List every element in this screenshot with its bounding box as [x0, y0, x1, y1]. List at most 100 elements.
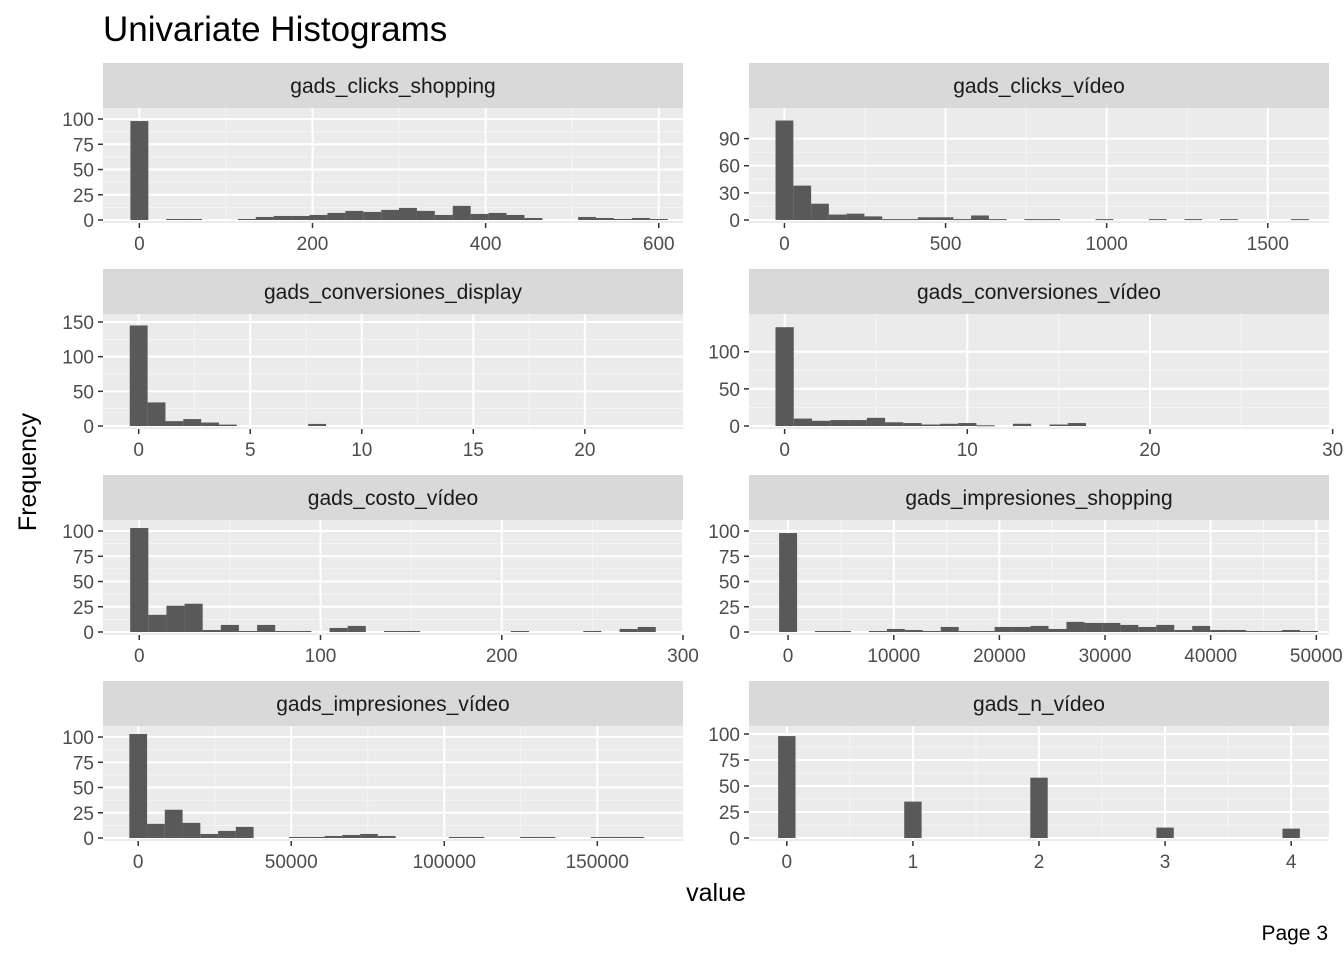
facet-strip-label: gads_clicks_shopping — [290, 75, 495, 98]
histogram-bar — [830, 420, 849, 426]
histogram-bar — [904, 629, 923, 632]
histogram-bar — [200, 833, 219, 838]
x-tick-label: 2 — [1034, 852, 1045, 873]
histogram-bar — [129, 325, 148, 426]
histogram-bar — [289, 836, 307, 838]
histogram-bar — [848, 420, 867, 426]
y-tick-label: 0 — [729, 623, 740, 644]
x-tick-label: 200 — [486, 646, 518, 667]
histogram-bar — [184, 603, 203, 632]
histogram-bar — [1246, 630, 1265, 632]
histogram-bar — [886, 628, 905, 632]
histogram-bar — [904, 801, 922, 838]
histogram-bar — [488, 212, 507, 220]
facet-panel: gads_n_vídeo 0 25 50 75 100 0 1 2 3 4 — [708, 681, 1329, 873]
histogram-bar — [238, 630, 258, 632]
histogram-bar — [775, 120, 794, 220]
y-tick-label: 75 — [73, 547, 94, 568]
histogram-bar — [363, 211, 382, 220]
histogram-bar — [953, 219, 972, 221]
histogram-bar — [1264, 630, 1282, 632]
histogram-bar — [596, 217, 614, 220]
x-tick-label: 100000 — [413, 852, 476, 873]
histogram-bar — [590, 836, 609, 838]
y-tick-label: 100 — [62, 522, 94, 543]
histogram-bar — [347, 625, 366, 632]
y-tick-label: 60 — [719, 157, 740, 178]
histogram-bar — [1228, 629, 1247, 632]
histogram-bar — [1210, 629, 1229, 632]
histogram-bar — [470, 213, 489, 220]
y-tick-label: 75 — [719, 547, 740, 568]
histogram-bar — [583, 630, 602, 632]
plot-background — [749, 314, 1329, 429]
histogram-bar — [1066, 621, 1085, 632]
histogram-bar — [921, 424, 940, 426]
facet-panel: gads_impresiones_shopping 0 25 50 75 100 0 1000… — [708, 475, 1343, 667]
histogram-bar — [402, 630, 421, 632]
x-tick-label: 0 — [783, 646, 794, 667]
facet-strip — [749, 681, 1329, 726]
y-tick-label: 50 — [719, 777, 740, 798]
histogram-bar — [327, 212, 346, 220]
histogram-bar — [1102, 622, 1121, 632]
histogram-bar — [1067, 423, 1087, 426]
histogram-bar — [866, 417, 886, 426]
x-tick-label: 50000 — [1290, 646, 1343, 667]
facet-panel: gads_impresiones_vídeo 0 25 50 75 100 0 50000 10… — [62, 681, 683, 873]
x-tick-label: 500 — [930, 234, 962, 255]
histogram-bar — [846, 213, 865, 220]
x-tick-label: 20 — [1139, 440, 1160, 461]
x-tick-label: 0 — [133, 852, 144, 873]
histogram-bar — [1049, 424, 1068, 426]
histogram-bar — [868, 630, 887, 632]
x-tick-label: 15 — [463, 440, 484, 461]
x-tick-label: 30 — [1322, 440, 1343, 461]
x-tick-label: 0 — [782, 852, 793, 873]
facet-strip — [103, 681, 683, 726]
histogram-bar — [1156, 624, 1175, 632]
histogram-bar — [130, 528, 149, 632]
histogram-bar — [148, 614, 167, 632]
page-number: Page 3 — [1261, 922, 1328, 945]
histogram-bar — [342, 834, 361, 838]
facet-strip — [749, 63, 1329, 108]
histogram-bar — [1219, 219, 1238, 221]
histogram-bar — [381, 209, 400, 220]
histogram-bar — [293, 630, 312, 632]
histogram-bar — [812, 420, 831, 426]
histogram-bar — [935, 217, 954, 220]
facet-strip — [103, 475, 683, 520]
histogram-bar — [452, 205, 471, 220]
histogram-bar — [811, 203, 829, 220]
facet-strip-label: gads_conversiones_vídeo — [917, 281, 1161, 304]
histogram-bar — [1024, 219, 1043, 221]
facet-strip-label: gads_impresiones_vídeo — [276, 693, 509, 716]
x-tick-label: 40000 — [1184, 646, 1237, 667]
histogram-bar — [1291, 219, 1309, 221]
histogram-bar — [1095, 219, 1114, 221]
y-tick-label: 0 — [83, 829, 94, 850]
histogram-bar — [537, 836, 556, 838]
histogram-bar — [1042, 219, 1061, 221]
histogram-bar — [255, 216, 274, 220]
histogram-bar — [988, 219, 1007, 221]
histogram-bar — [308, 423, 327, 426]
histogram-bar — [165, 421, 184, 426]
x-tick-label: 10000 — [867, 646, 920, 667]
facet-panel: gads_costo_vídeo 0 25 50 75 100 0 100 200 300 — [62, 475, 699, 667]
facet-strip-label: gads_costo_vídeo — [308, 487, 478, 510]
facet-strip-label: gads_clicks_vídeo — [953, 75, 1125, 98]
y-tick-label: 30 — [719, 184, 740, 205]
y-tick-label: 100 — [62, 110, 94, 131]
histogram-bar — [309, 214, 328, 220]
histogram-bar — [1148, 219, 1167, 221]
histogram-bar — [219, 424, 237, 426]
histogram-bar — [324, 835, 343, 838]
plot-background — [749, 520, 1329, 635]
histogram-bar — [237, 218, 256, 220]
facet-strip-label: gads_n_vídeo — [973, 693, 1105, 716]
histogram-bar — [182, 822, 201, 838]
